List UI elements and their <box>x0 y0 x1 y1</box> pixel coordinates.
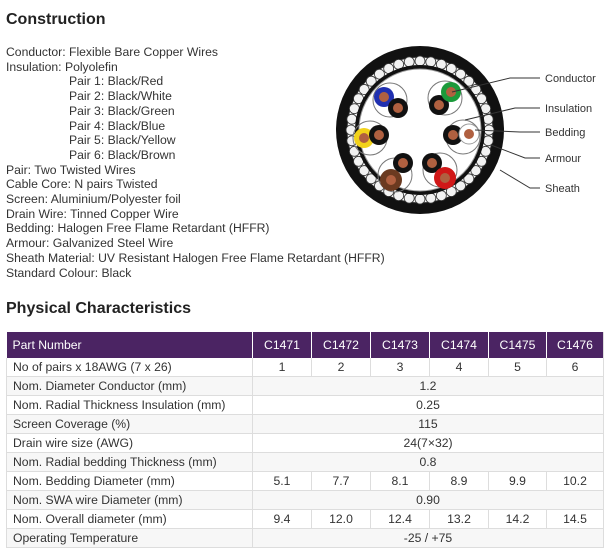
row-label: Nom. Overall diameter (mm) <box>6 509 253 529</box>
row-value: -25 / +75 <box>252 528 604 548</box>
physical-characteristics-table: Part Number C1471 C1472 C1473 C1474 C1475 C147… <box>6 332 604 548</box>
row-value: 0.8 <box>252 452 604 472</box>
label-sheath: Sheath <box>545 183 580 195</box>
row-value: 14.2 <box>488 509 547 529</box>
header-part-c1473: C1473 <box>370 332 430 358</box>
table-row: Nom. Radial bedding Thickness (mm) 0.8 <box>6 452 604 472</box>
row-value: 6 <box>546 358 604 377</box>
row-label: Operating Temperature <box>6 528 253 548</box>
table-row: Screen Coverage (%) 115 <box>6 414 604 434</box>
header-part-c1471: C1471 <box>252 332 312 358</box>
row-label: Nom. Radial Thickness Insulation (mm) <box>6 395 253 415</box>
spec-line: Bedding: Halogen Free Flame Retardant (H… <box>6 221 270 236</box>
spec-line: Pair 4: Black/Blue <box>69 118 166 133</box>
spec-line: Insulation: Polyolefin <box>6 59 118 74</box>
cable-cross-section-diagram: Conductor Insulation Bedding Armour Shea… <box>335 45 614 215</box>
table-row: Nom. Radial Thickness Insulation (mm) 0.2… <box>6 395 604 415</box>
row-value: 5 <box>488 358 547 377</box>
row-label: Nom. SWA wire Diameter (mm) <box>6 490 253 510</box>
row-value: 8.1 <box>370 471 430 491</box>
label-insulation: Insulation <box>545 103 592 115</box>
header-part-c1474: C1474 <box>429 332 489 358</box>
table-header-row: Part Number C1471 C1472 C1473 C1474 C1475 C147… <box>6 332 604 358</box>
spec-line: Pair 5: Black/Yellow <box>69 133 176 148</box>
row-value: 24(7×32) <box>252 433 604 453</box>
table-row: Nom. Diameter Conductor (mm) 1.2 <box>6 376 604 396</box>
row-value: 8.9 <box>429 471 489 491</box>
header-part-number: Part Number <box>6 332 253 358</box>
spec-line: Armour: Galvanized Steel Wire <box>6 236 174 251</box>
spec-line: Screen: Aluminium/Polyester foil <box>6 192 181 207</box>
label-bedding: Bedding <box>545 127 585 139</box>
construction-spec-list: Conductor: Flexible Bare Copper Wires Ins… <box>6 45 385 280</box>
row-value: 115 <box>252 414 604 434</box>
row-value: 13.2 <box>429 509 489 529</box>
pairs <box>352 80 481 193</box>
row-label: Screen Coverage (%) <box>6 414 253 434</box>
row-value: 10.2 <box>546 471 604 491</box>
row-value: 4 <box>429 358 489 377</box>
spec-line: Pair 2: Black/White <box>69 89 172 104</box>
row-value: 12.4 <box>370 509 430 529</box>
header-part-c1476: C1476 <box>546 332 604 358</box>
construction-title: Construction <box>6 11 106 28</box>
row-label: Nom. Bedding Diameter (mm) <box>6 471 253 491</box>
row-value: 9.9 <box>488 471 547 491</box>
spec-line: Pair 6: Black/Brown <box>69 147 176 162</box>
spec-line: Drain Wire: Tinned Copper Wire <box>6 206 179 221</box>
row-value: 2 <box>311 358 371 377</box>
row-label: Nom. Diameter Conductor (mm) <box>6 376 253 396</box>
header-part-c1472: C1472 <box>311 332 371 358</box>
table-row: Nom. Bedding Diameter (mm) 5.1 7.7 8.1 8.9 9.… <box>6 471 604 491</box>
header-part-c1475: C1475 <box>488 332 547 358</box>
row-label: No of pairs x 18AWG (7 x 26) <box>6 358 253 377</box>
cable-cross-section-svg: Conductor Insulation Bedding Armour Shea… <box>336 46 596 214</box>
row-value: 7.7 <box>311 471 371 491</box>
table-row: Drain wire size (AWG) 24(7×32) <box>6 433 604 453</box>
row-value: 1 <box>252 358 312 377</box>
armour-wires <box>345 55 495 205</box>
spec-line: Pair 3: Black/Green <box>69 103 175 118</box>
spec-line: Pair 1: Black/Red <box>69 74 164 89</box>
row-value: 5.1 <box>252 471 312 491</box>
spec-line: Standard Colour: Black <box>6 265 132 280</box>
spec-line: Cable Core: N pairs Twisted <box>6 177 158 192</box>
spec-line: Pair: Two Twisted Wires <box>6 162 136 177</box>
row-value: 14.5 <box>546 509 604 529</box>
table-row: Operating Temperature -25 / +75 <box>6 528 604 548</box>
row-label: Drain wire size (AWG) <box>6 433 253 453</box>
label-conductor: Conductor <box>545 73 596 85</box>
row-value: 3 <box>370 358 430 377</box>
spec-line: Sheath Material: UV Resistant Halogen Fr… <box>6 250 385 265</box>
row-label: Nom. Radial bedding Thickness (mm) <box>6 452 253 472</box>
table-row: Nom. SWA wire Diameter (mm) 0.90 <box>6 490 604 510</box>
label-armour: Armour <box>545 153 581 165</box>
spec-line: Conductor: Flexible Bare Copper Wires <box>6 45 219 59</box>
table-row: No of pairs x 18AWG (7 x 26) 1 2 3 4 5 6 <box>6 358 604 377</box>
row-value: 0.90 <box>252 490 604 510</box>
row-value: 12.0 <box>311 509 371 529</box>
row-value: 0.25 <box>252 395 604 415</box>
row-value: 9.4 <box>252 509 312 529</box>
row-value: 1.2 <box>252 376 604 396</box>
table-row: Nom. Overall diameter (mm) 9.4 12.0 12.4 13.… <box>6 509 604 529</box>
physical-characteristics-title: Physical Characteristics <box>6 300 191 317</box>
